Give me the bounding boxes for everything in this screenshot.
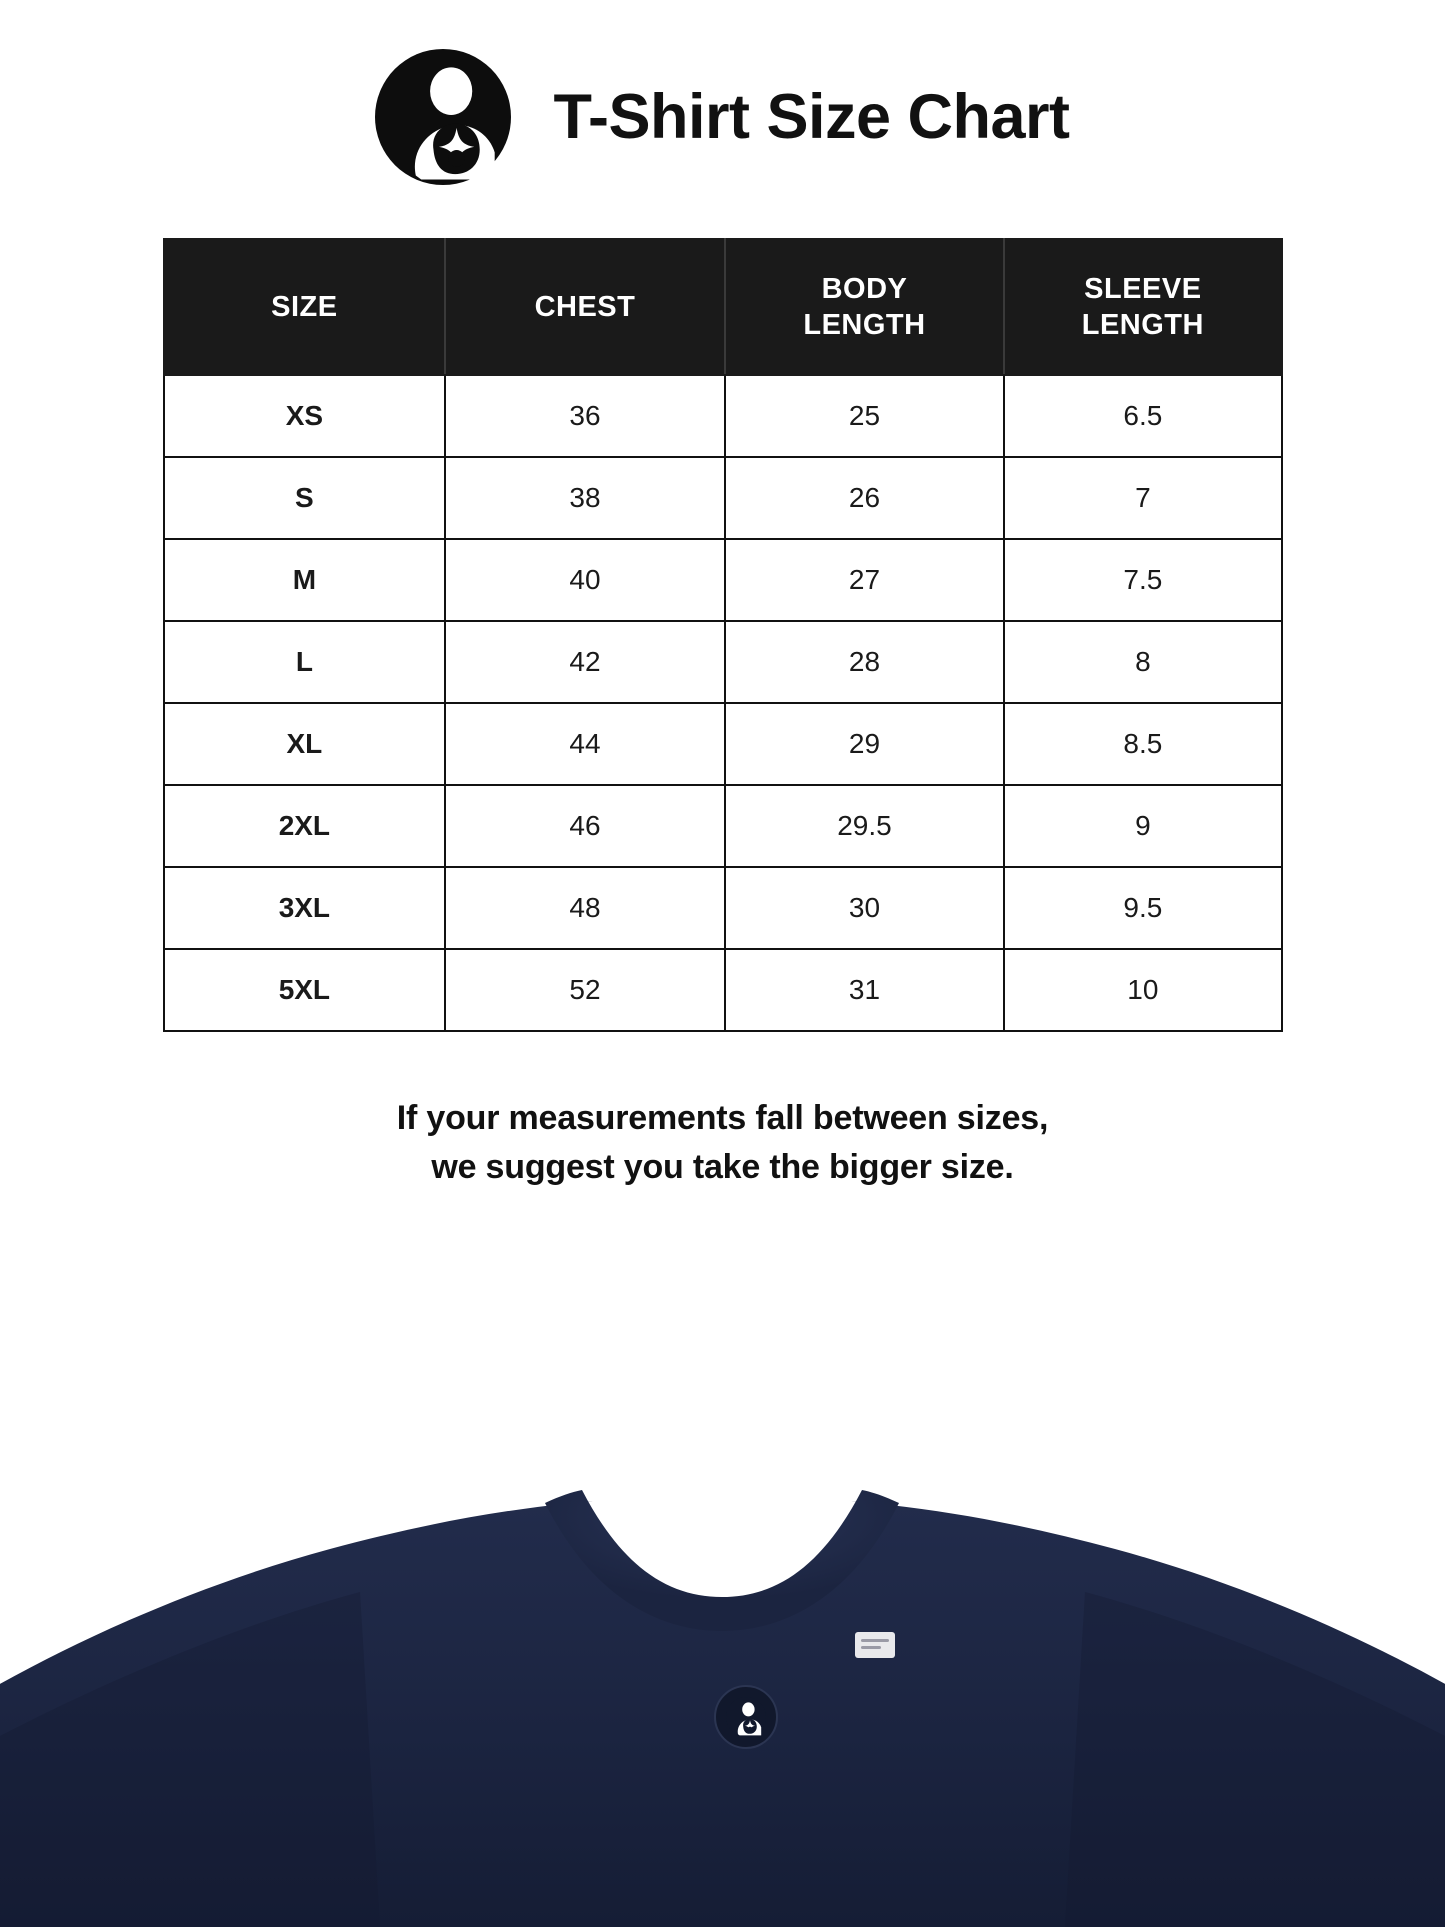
cell-sleeve-length: 7.5	[1003, 538, 1283, 622]
table-row: M 40 27 7.5	[162, 538, 1283, 622]
table-row: XS 36 25 6.5	[162, 374, 1283, 458]
cell-chest: 38	[444, 456, 726, 540]
cell-sleeve-length: 10	[1003, 948, 1283, 1032]
cell-body-length: 30	[723, 866, 1006, 950]
table-body: XS 36 25 6.5 S 38 26 7 M 40 27 7.5 L 42 …	[162, 374, 1283, 1032]
cell-sleeve-length: 9	[1003, 784, 1283, 868]
column-header-sleeve-length: SLEEVE LENGTH	[1003, 238, 1283, 376]
sizing-advice-note: If your measurements fall between sizes,…	[163, 1094, 1283, 1193]
table-row: L 42 28 8	[162, 620, 1283, 704]
table-row: XL 44 29 8.5	[162, 702, 1283, 786]
parent-child-circle-logo-icon	[375, 49, 512, 185]
cell-body-length: 25	[723, 374, 1006, 458]
table-row: 5XL 52 31 10	[162, 948, 1283, 1032]
cell-size: XS	[162, 374, 447, 458]
column-header-chest: CHEST	[444, 238, 726, 376]
shirt-collar-band	[545, 1490, 899, 1631]
cell-body-length: 28	[723, 620, 1006, 704]
cell-chest: 46	[444, 784, 726, 868]
care-label-icon	[855, 1632, 895, 1658]
cell-chest: 52	[444, 948, 726, 1032]
table-row: 3XL 48 30 9.5	[162, 866, 1283, 950]
cell-chest: 40	[444, 538, 726, 622]
cell-size: 2XL	[162, 784, 447, 868]
shirt-brand-tag-icon	[714, 1685, 778, 1749]
cell-sleeve-length: 6.5	[1003, 374, 1283, 458]
page-header: T-Shirt Size Chart	[0, 0, 1445, 190]
column-header-sleeve-length-line2: LENGTH	[1081, 309, 1204, 341]
sizing-advice-line-1: If your measurements fall between sizes,	[396, 1099, 1049, 1137]
product-photo	[0, 1287, 1445, 1927]
cell-size: M	[162, 538, 447, 622]
cell-body-length: 26	[723, 456, 1006, 540]
size-chart-container: SIZE CHEST BODY LENGTH SLEEVE LENGTH XS …	[162, 238, 1283, 1032]
table-row: S 38 26 7	[162, 456, 1283, 540]
table-header: SIZE CHEST BODY LENGTH SLEEVE LENGTH	[162, 238, 1283, 376]
size-chart-table: SIZE CHEST BODY LENGTH SLEEVE LENGTH XS …	[162, 238, 1283, 1032]
cell-size: 5XL	[162, 948, 447, 1032]
column-header-size: SIZE	[162, 238, 447, 376]
column-header-body-length: BODY LENGTH	[723, 238, 1006, 376]
table-row: 2XL 46 29.5 9	[162, 784, 1283, 868]
column-header-body-length-line1: BODY	[821, 272, 908, 305]
cell-chest: 42	[444, 620, 726, 704]
cell-sleeve-length: 7	[1003, 456, 1283, 540]
cell-sleeve-length: 8.5	[1003, 702, 1283, 786]
cell-chest: 48	[444, 866, 726, 950]
column-header-body-length-line2: LENGTH	[803, 309, 926, 341]
cell-body-length: 27	[723, 538, 1006, 622]
cell-chest: 44	[444, 702, 726, 786]
cell-sleeve-length: 8	[1003, 620, 1283, 704]
cell-chest: 36	[444, 374, 726, 458]
page-title: T-Shirt Size Chart	[553, 81, 1070, 152]
cell-body-length: 29.5	[723, 784, 1006, 868]
cell-sleeve-length: 9.5	[1003, 866, 1283, 950]
column-header-chest-line1: CHEST	[534, 290, 636, 323]
table-header-row: SIZE CHEST BODY LENGTH SLEEVE LENGTH	[162, 238, 1283, 376]
navy-t-shirt-illustration	[0, 1287, 1445, 1927]
sizing-advice-line-2: we suggest you take the bigger size.	[431, 1148, 1014, 1187]
cell-size: L	[162, 620, 447, 704]
cell-size: S	[162, 456, 447, 540]
cell-size: 3XL	[162, 866, 447, 950]
cell-size: XL	[162, 702, 447, 786]
cell-body-length: 29	[723, 702, 1006, 786]
shirt-shadow-right	[1065, 1592, 1445, 1927]
shirt-shadow-left	[0, 1592, 380, 1927]
column-header-sleeve-length-line1: SLEEVE	[1084, 272, 1202, 305]
column-header-size-line1: SIZE	[271, 290, 338, 323]
cell-body-length: 31	[723, 948, 1006, 1032]
